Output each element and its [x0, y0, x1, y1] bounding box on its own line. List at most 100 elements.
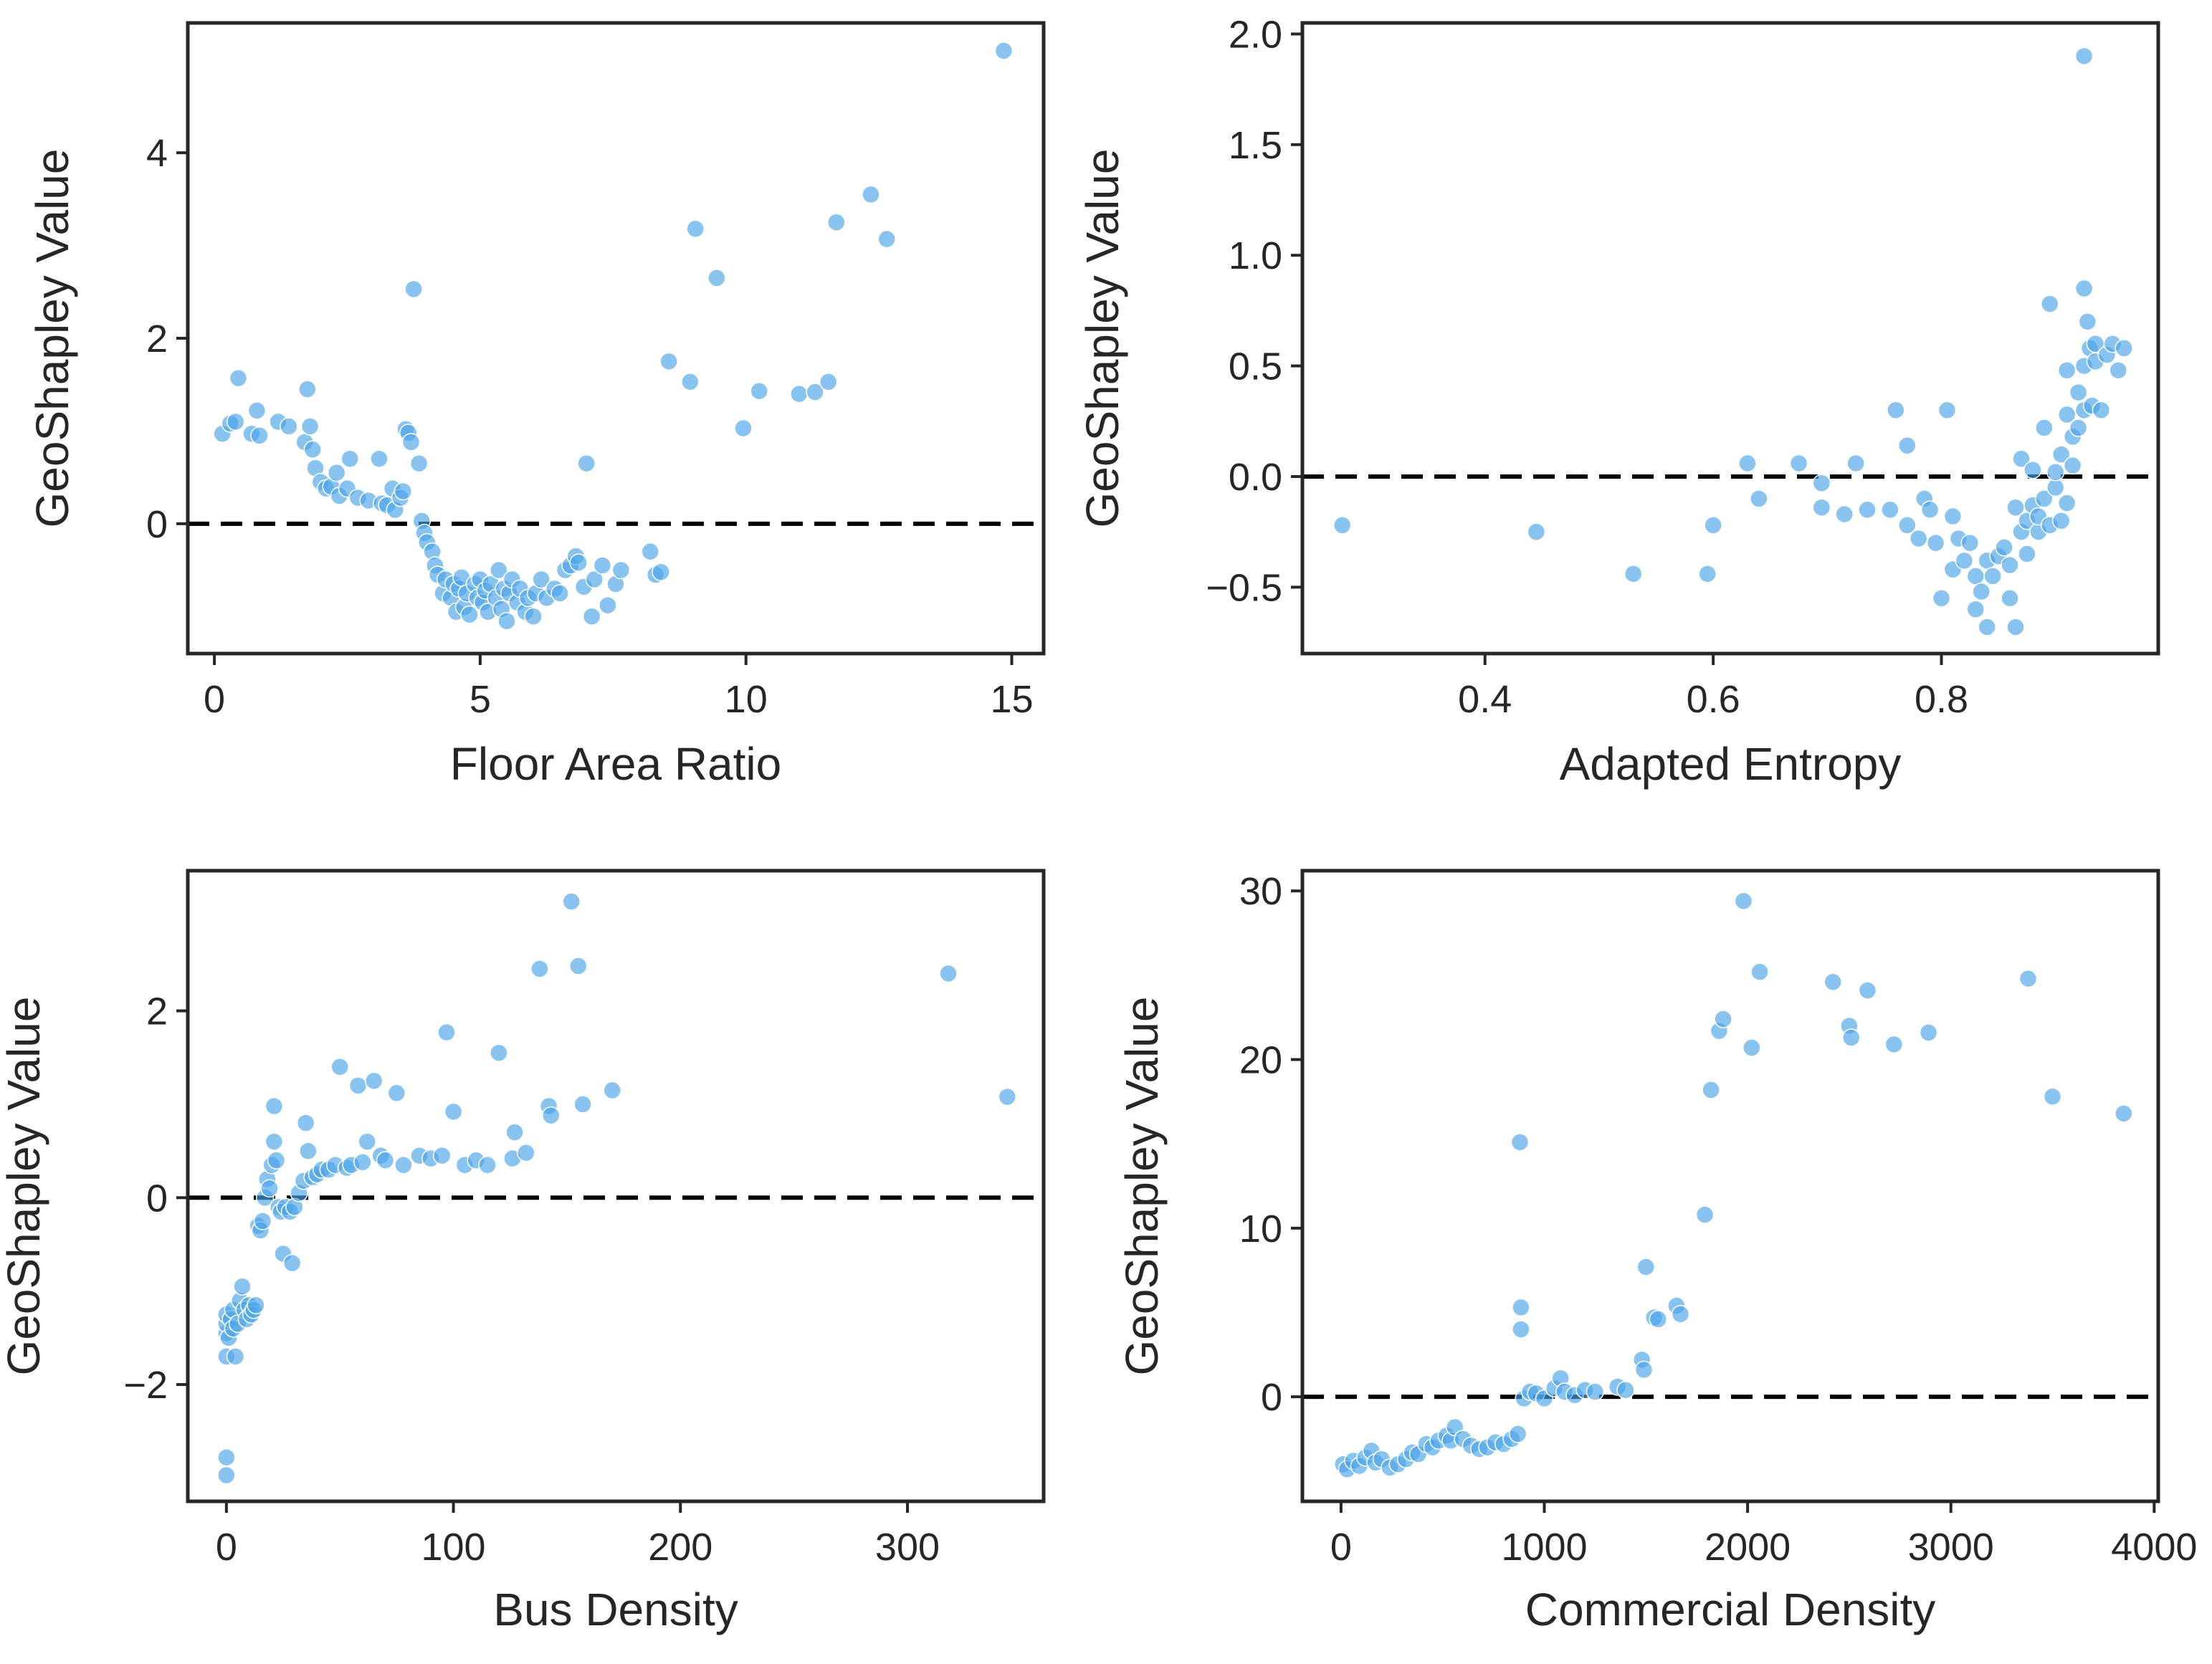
data-point — [437, 1023, 456, 1042]
panel-adapted-entropy: 0.4 0.6 0.8 −0.5 0.0 0.5 1.0 1.5 2.0 Adapted Entr… — [1077, 13, 2160, 790]
data-point — [2041, 295, 2059, 313]
data-point — [2063, 456, 2082, 475]
data-point — [734, 419, 753, 438]
data-point — [1983, 567, 2002, 585]
data-point — [1960, 533, 1980, 553]
x-tick-label: 100 — [421, 1526, 485, 1569]
y-tick-label: 1.5 — [1229, 124, 1282, 167]
y-axis-label: GeoShapley Value — [1077, 149, 1128, 528]
data-point — [299, 1142, 318, 1160]
data-point — [327, 463, 346, 482]
data-point — [1634, 1360, 1654, 1380]
data-point — [1926, 533, 1945, 553]
data-point — [2051, 445, 2071, 464]
data-point — [2115, 339, 2133, 358]
data-point — [2018, 545, 2036, 563]
data-point — [806, 383, 824, 401]
data-point — [641, 542, 659, 561]
data-point — [432, 1146, 452, 1165]
x-axis-label: Commercial Density — [1525, 1584, 1936, 1635]
data-point — [877, 229, 896, 249]
plot-frame — [186, 869, 1046, 1503]
data-point — [497, 611, 516, 631]
data-point — [2057, 494, 2077, 512]
data-point — [300, 417, 320, 436]
y-tick-label: 10 — [1239, 1208, 1282, 1251]
x-tick-label: 0.8 — [1915, 678, 1968, 721]
data-point — [1734, 891, 1753, 911]
y-tick-label: 1.0 — [1229, 234, 1282, 277]
data-point — [1695, 1205, 1715, 1224]
data-point — [1919, 1023, 1938, 1042]
data-point — [2035, 489, 2054, 508]
data-point — [1624, 565, 1643, 583]
data-point — [2012, 449, 2031, 469]
data-point — [340, 449, 359, 468]
data-point — [862, 185, 880, 204]
data-point — [1898, 516, 1917, 535]
data-point — [348, 1076, 368, 1095]
data-point — [2018, 969, 2038, 988]
data-point — [1898, 436, 1917, 455]
data-point — [1512, 1320, 1530, 1339]
data-point — [2051, 511, 2071, 530]
data-point — [681, 373, 700, 391]
x-tick-label: 15 — [990, 678, 1033, 721]
data-point — [524, 607, 543, 626]
data-point — [541, 1106, 561, 1125]
x-tick-label: 10 — [725, 678, 768, 721]
data-point — [376, 1151, 395, 1170]
data-point — [2001, 555, 2019, 575]
data-point — [1702, 1081, 1720, 1099]
data-point — [593, 556, 612, 575]
data-point — [2057, 405, 2077, 424]
y-tick-label: 4 — [146, 132, 168, 175]
data-point — [264, 1132, 284, 1151]
data-point — [296, 1114, 315, 1132]
data-point — [569, 553, 588, 572]
data-point — [1636, 1258, 1656, 1276]
data-point — [1966, 600, 1985, 618]
x-axis-label: Bus Density — [493, 1584, 738, 1635]
data-point — [460, 605, 479, 624]
y-tick-label: 0 — [1261, 1376, 1282, 1419]
data-point — [1743, 1038, 1761, 1057]
plot-frame — [1300, 869, 2160, 1503]
x-tick-label: 0.4 — [1458, 678, 1512, 721]
data-point — [2069, 419, 2088, 437]
y-tick-label: 0 — [146, 503, 168, 546]
y-axis-label: GeoShapley Value — [1116, 997, 1168, 1376]
scatter-points — [217, 892, 1017, 1485]
data-point — [409, 454, 429, 473]
y-axis-label: GeoShapley Value — [0, 997, 49, 1376]
data-point — [707, 269, 726, 287]
data-point — [267, 1151, 286, 1170]
data-point — [358, 1132, 376, 1151]
y-tick-label: −2 — [123, 1364, 168, 1407]
data-point — [1937, 401, 1957, 420]
data-point — [2092, 401, 2111, 420]
x-tick-label: 300 — [875, 1526, 940, 1569]
data-point — [750, 382, 768, 401]
data-point — [1789, 454, 1808, 473]
data-point — [2035, 419, 2054, 437]
y-tick-label: 0.0 — [1229, 456, 1282, 499]
data-point — [394, 482, 413, 501]
data-point — [233, 1277, 252, 1296]
data-point — [1750, 962, 1769, 981]
data-point — [1887, 401, 1905, 420]
data-point — [1835, 505, 1854, 524]
data-point — [1750, 489, 1768, 508]
data-point — [490, 1043, 508, 1062]
data-point — [599, 596, 617, 615]
data-point — [394, 1155, 413, 1175]
x-tick-label: 0 — [204, 678, 225, 721]
x-tick-label: 5 — [469, 678, 491, 721]
data-point — [659, 352, 678, 371]
data-point — [1812, 498, 1831, 517]
data-point — [1858, 500, 1877, 520]
data-point — [530, 960, 549, 978]
data-point — [2109, 361, 2128, 380]
data-point — [478, 1155, 497, 1175]
x-tick-label: 200 — [648, 1526, 712, 1569]
